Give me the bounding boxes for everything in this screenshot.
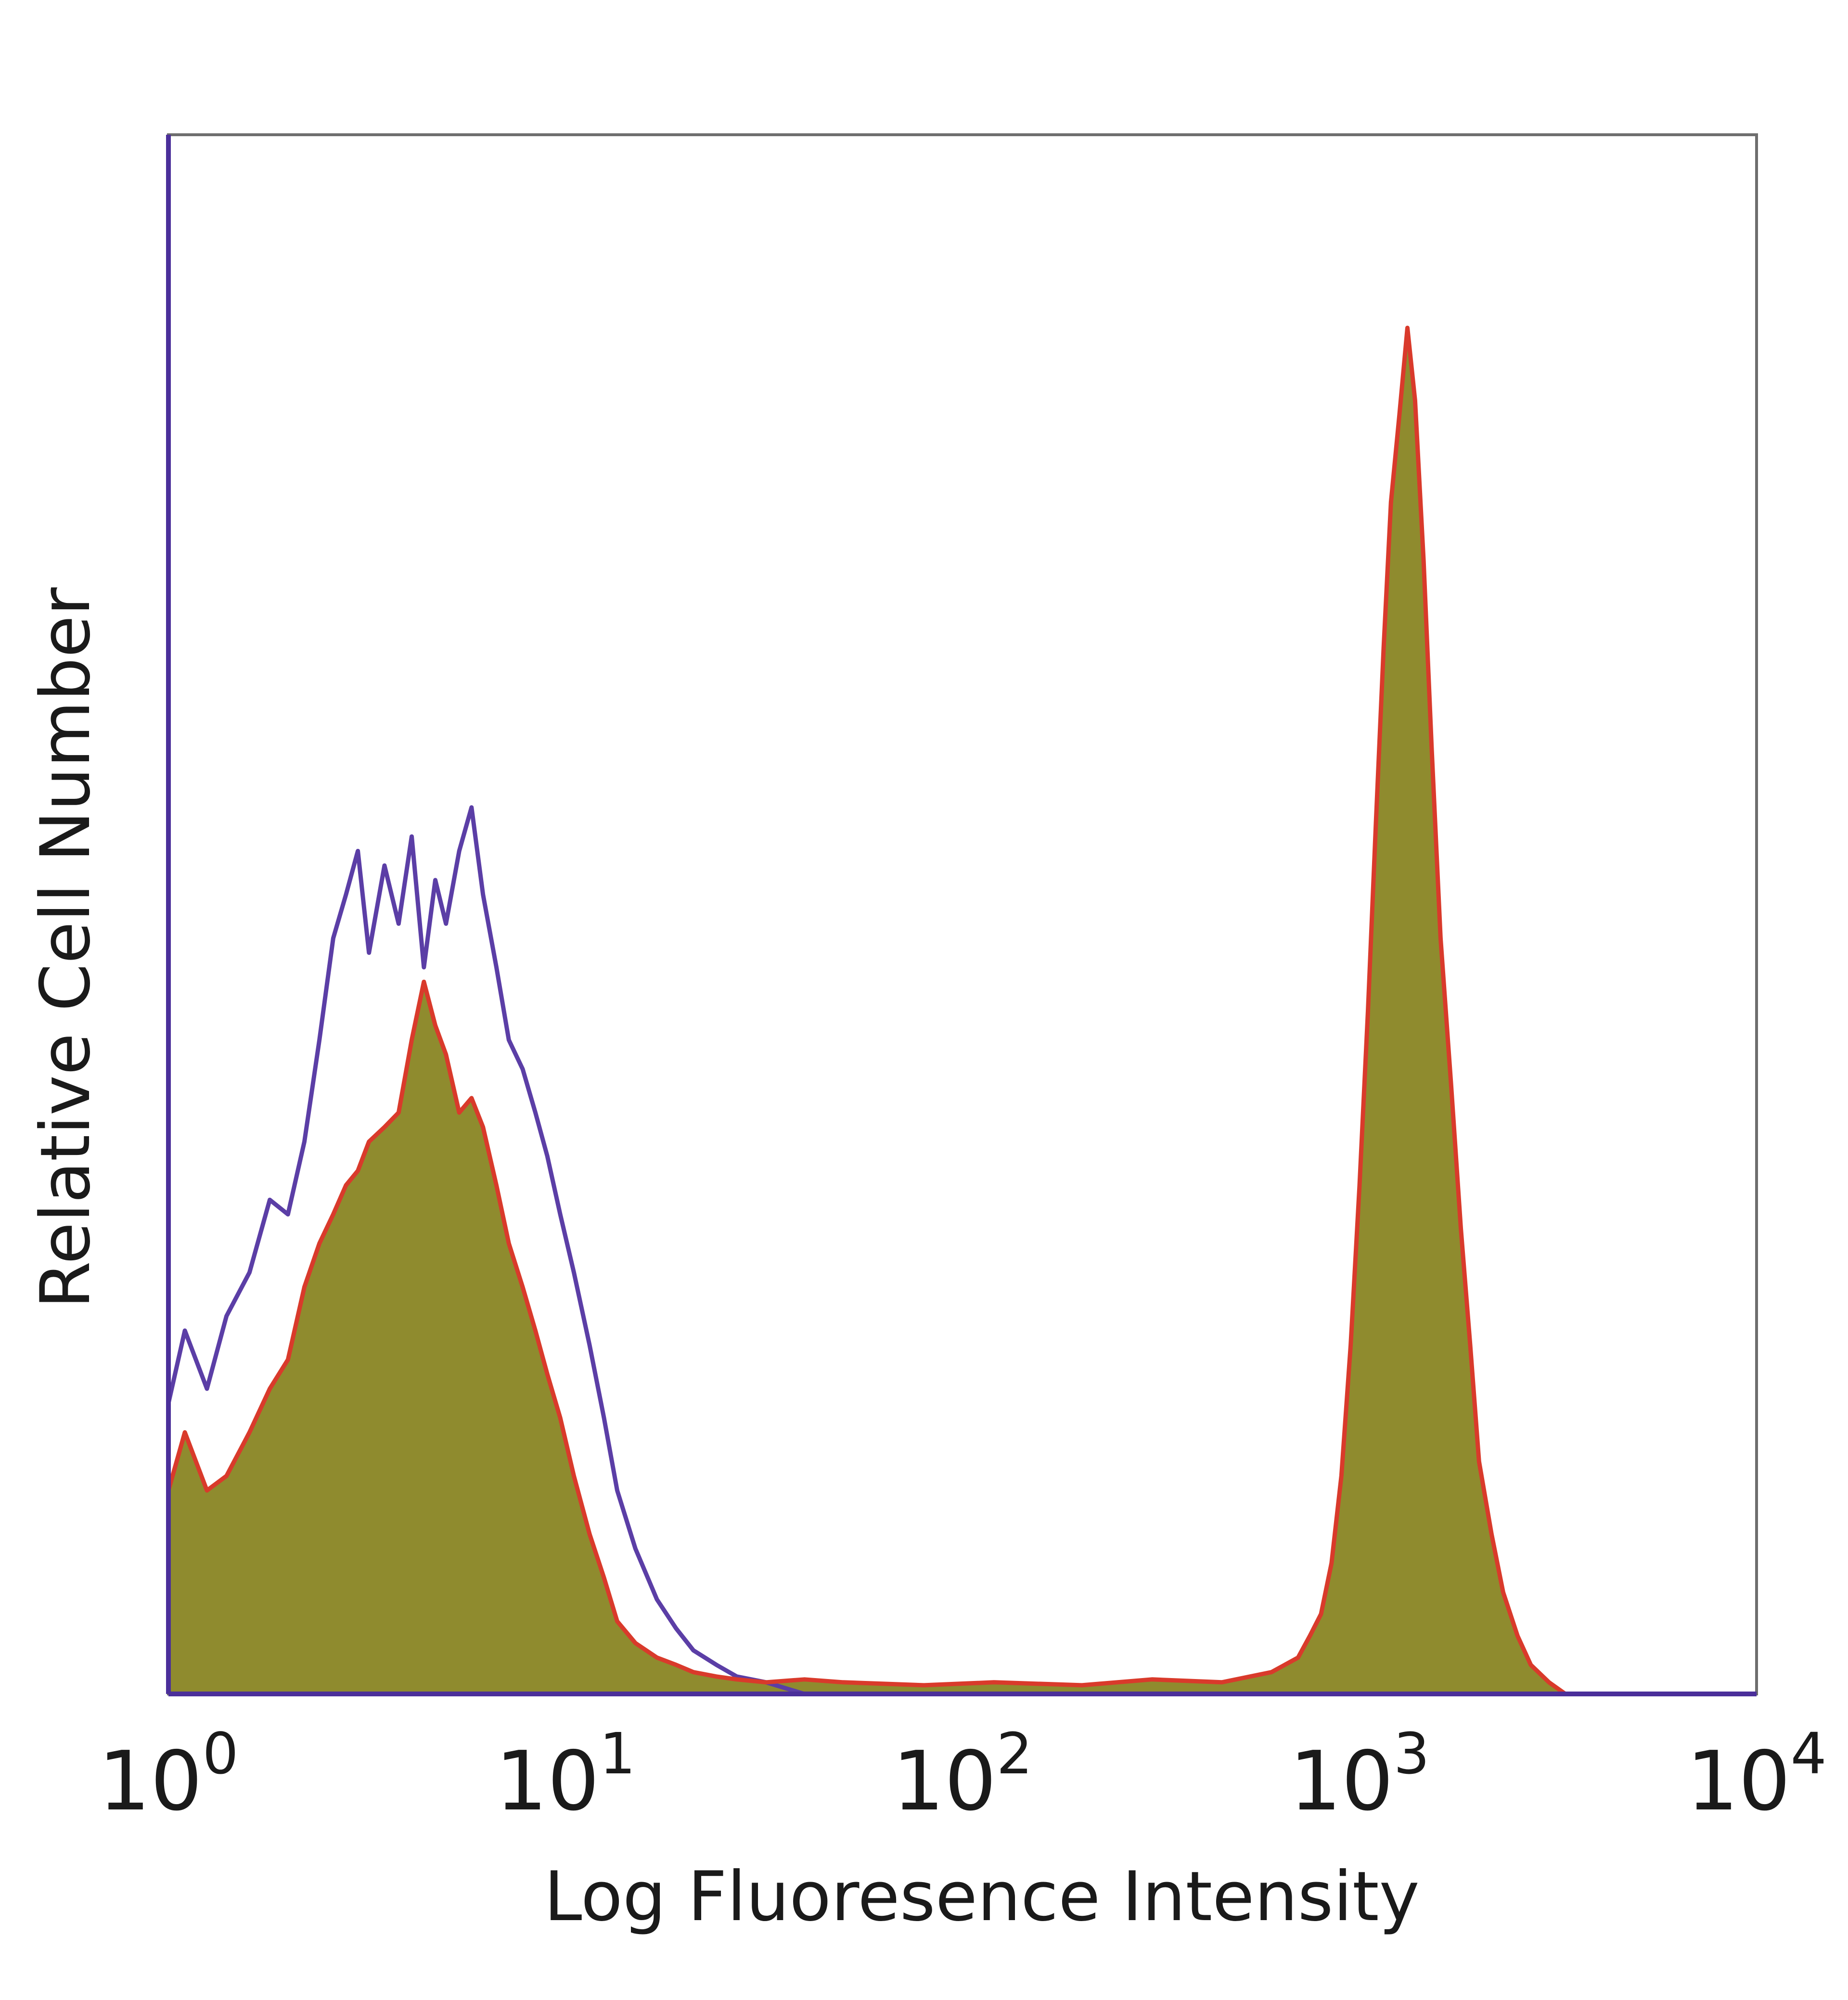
series-0-line — [166, 805, 806, 1696]
x-tick-exponent-0: 0 — [203, 1720, 239, 1787]
x-tick-label-2: 102 — [892, 1720, 1032, 1829]
x-tick-exponent-4: 4 — [1791, 1720, 1827, 1787]
x-tick-label-0: 100 — [98, 1720, 238, 1829]
x-tick-label-4: 104 — [1686, 1720, 1826, 1829]
x-tick-label-1: 101 — [495, 1720, 635, 1829]
y-axis-title: Relative Cell Number — [26, 587, 105, 1308]
x-tick-base-1: 10 — [495, 1734, 599, 1829]
x-tick-base-0: 10 — [98, 1734, 202, 1829]
x-tick-base-2: 10 — [892, 1734, 996, 1829]
series-1-line — [166, 325, 1567, 1696]
x-tick-label-3: 103 — [1289, 1720, 1429, 1829]
series-1-area — [168, 328, 1566, 1694]
x-tick-exponent-1: 1 — [600, 1720, 636, 1787]
x-tick-base-3: 10 — [1289, 1734, 1393, 1829]
x-tick-base-4: 10 — [1686, 1734, 1790, 1829]
x-axis-title: Log Fluoresence Intensity — [544, 1857, 1419, 1936]
series-layer — [166, 325, 1567, 1696]
x-tick-exponent-3: 3 — [1394, 1720, 1430, 1787]
x-tick-labels: 100 101 102 103 104 — [98, 1720, 1826, 1829]
x-tick-exponent-2: 2 — [997, 1720, 1033, 1787]
